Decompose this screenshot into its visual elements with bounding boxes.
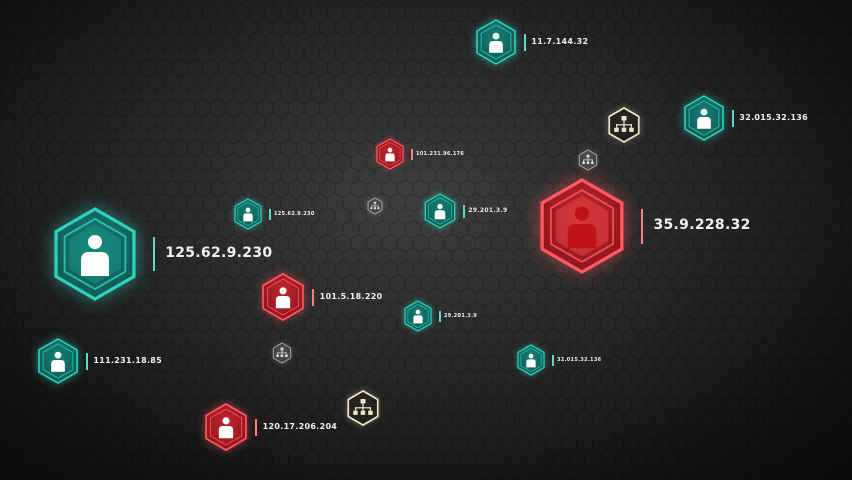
hexagon-badge	[608, 107, 640, 143]
node-network-hub-small[interactable]	[570, 142, 606, 178]
hexagon-badge	[367, 197, 383, 215]
user-icon	[489, 32, 503, 53]
label-separator	[552, 354, 554, 366]
user-icon	[51, 351, 65, 372]
label-separator	[255, 418, 258, 436]
hexagon-badge	[376, 138, 404, 170]
network-icon	[353, 399, 373, 415]
user-icon	[526, 353, 536, 368]
label-separator	[152, 237, 155, 271]
ip-address-label: 29.201.3.9	[444, 312, 478, 319]
network-icon	[276, 347, 288, 358]
node-user-29-201-3-9[interactable]: 29.201.3.9	[415, 186, 507, 236]
hexagon-badge	[54, 207, 136, 301]
user-icon	[218, 417, 234, 439]
node-user-32-015-32-136[interactable]: 32.015.32.136	[674, 88, 808, 148]
hexagon-badge	[424, 193, 456, 229]
node-user-125-62-9-230-small[interactable]: 125.62.9.230	[225, 191, 314, 237]
hexagon-badge	[234, 198, 262, 230]
network-icon	[370, 201, 380, 210]
ip-address-label: 125.62.9.230	[165, 245, 273, 262]
label-separator	[269, 208, 271, 220]
user-icon	[243, 207, 253, 222]
hexagon-badge	[262, 273, 304, 321]
user-icon	[413, 309, 423, 324]
node-user-35-9-228-32[interactable]: 35.9.228.32	[528, 172, 750, 280]
network-icon	[582, 154, 594, 165]
label-separator	[732, 109, 735, 127]
node-network-hub-gray[interactable]	[264, 335, 300, 371]
ip-address-label: 101.5.18.220	[319, 292, 383, 302]
hexagon-badge	[272, 342, 292, 364]
ip-address-label: 111.231.18.85	[93, 356, 163, 366]
ip-address-label: 35.9.228.32	[653, 217, 751, 234]
hexagon-badge	[347, 390, 379, 426]
node-user-29-201-3-9-small[interactable]: 29.201.3.9	[395, 293, 477, 339]
ip-address-label: 11.7.144.32	[531, 37, 589, 47]
hexagon-badge	[38, 338, 78, 384]
label-separator	[524, 33, 527, 51]
label-separator	[411, 148, 413, 160]
ip-address-label: 32.015.32.136	[739, 113, 809, 123]
hexagon-badge	[476, 19, 516, 65]
user-icon	[385, 147, 395, 162]
label-separator	[640, 208, 643, 244]
hexagon-badge	[578, 149, 598, 171]
node-user-32-015-32-136-small[interactable]: 32.015.32.136	[508, 337, 601, 383]
ip-address-label: 125.62.9.230	[274, 210, 315, 217]
ip-address-label: 120.17.206.204	[262, 422, 338, 432]
node-user-101-231-96-176[interactable]: 101.231.96.176	[367, 131, 464, 177]
user-icon	[697, 108, 711, 129]
user-icon	[81, 235, 109, 276]
label-separator	[86, 352, 89, 370]
node-user-120-17-206-204[interactable]: 120.17.206.204	[195, 396, 337, 458]
label-separator	[439, 310, 441, 322]
label-separator	[463, 204, 465, 218]
node-user-11-7-144-32[interactable]: 11.7.144.32	[466, 12, 588, 72]
hexagon-badge	[540, 178, 624, 274]
ip-address-label: 32.015.32.136	[557, 356, 602, 363]
node-network-hub[interactable]	[599, 100, 649, 150]
node-network-hub-bottom[interactable]	[338, 383, 388, 433]
node-user-125-62-9-230[interactable]: 125.62.9.230	[42, 201, 272, 307]
label-separator	[312, 288, 315, 306]
network-icon	[614, 116, 634, 132]
ip-address-label: 29.201.3.9	[468, 207, 508, 215]
node-network-hub-tiny[interactable]	[359, 190, 391, 222]
hexagon-badge	[517, 344, 545, 376]
hexagon-badge	[205, 403, 247, 451]
hexagon-badge	[404, 300, 432, 332]
node-user-111-231-18-85[interactable]: 111.231.18.85	[28, 331, 162, 391]
ip-address-label: 101.231.96.176	[416, 150, 465, 157]
user-icon	[434, 203, 446, 220]
hexagon-badge	[684, 95, 724, 141]
node-user-101-5-18-220[interactable]: 101.5.18.220	[252, 266, 382, 328]
user-icon	[567, 206, 597, 249]
user-icon	[275, 287, 291, 309]
